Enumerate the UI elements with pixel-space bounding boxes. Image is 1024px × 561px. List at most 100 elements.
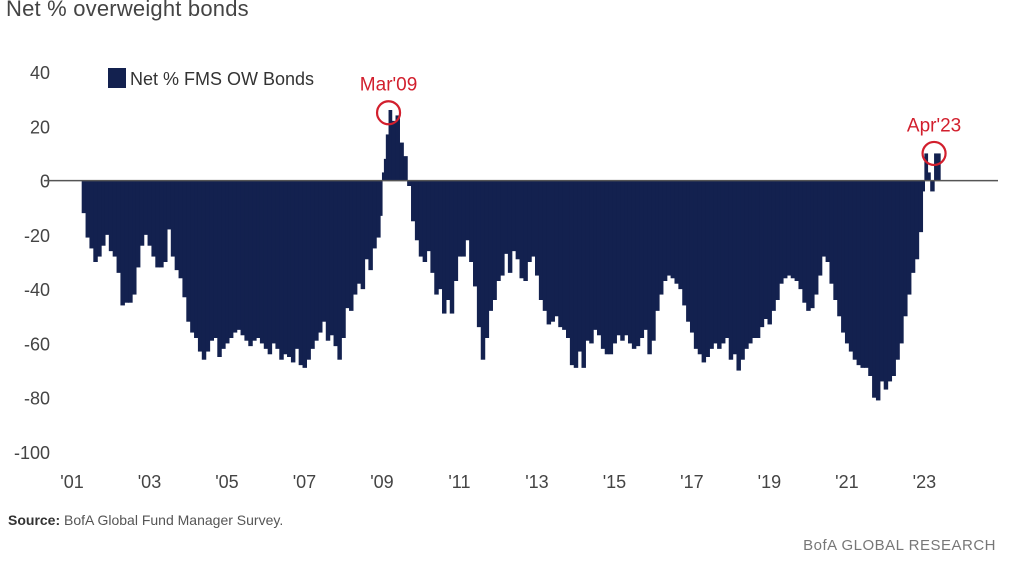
- bar: [391, 120, 397, 181]
- bar: [201, 180, 207, 360]
- bar: [89, 180, 94, 249]
- bar: [213, 180, 218, 338]
- annotations: Mar'09 Apr'23: [360, 75, 961, 167]
- bar: [186, 180, 191, 322]
- bar: [422, 180, 428, 262]
- annotation-circle: [921, 140, 947, 167]
- bar: [376, 180, 381, 238]
- bar: [535, 180, 540, 276]
- bar: [124, 180, 129, 303]
- y-tick-label: 0: [40, 172, 50, 192]
- bar: [143, 180, 149, 235]
- bar: [740, 180, 745, 360]
- bar: [523, 180, 528, 281]
- bar: [864, 180, 869, 368]
- bar: [333, 180, 338, 347]
- bar: [151, 180, 156, 257]
- bar: [329, 180, 335, 336]
- bar: [802, 180, 807, 303]
- bar: [182, 180, 187, 298]
- y-axis: 40 20 0 -20 -40 -60 -80 -100: [14, 63, 50, 463]
- bar: [593, 180, 598, 330]
- bar: [875, 180, 881, 401]
- bar: [647, 180, 652, 355]
- bar: [445, 180, 451, 300]
- bar: [294, 180, 300, 349]
- bar: [891, 180, 896, 376]
- bar: [511, 180, 517, 252]
- bar: [271, 180, 277, 344]
- bar: [883, 180, 889, 390]
- bar: [411, 180, 416, 222]
- bar: [287, 180, 292, 357]
- bar: [341, 180, 346, 338]
- x-axis: '01 '03 '05 '07 '09 '11 '13 '15 '17 '19 '21 '23: [60, 472, 936, 492]
- x-tick-label: '07: [293, 472, 316, 492]
- x-tick-label: '21: [835, 472, 858, 492]
- bar: [856, 180, 862, 366]
- bar: [612, 180, 617, 344]
- bar: [155, 180, 160, 268]
- bar: [290, 180, 296, 363]
- bar: [705, 180, 710, 357]
- source-text: BofA Global Fund Manager Survey.: [64, 512, 284, 528]
- bar: [589, 180, 594, 344]
- bar: [364, 180, 369, 260]
- bar: [434, 180, 439, 295]
- bar: [449, 180, 455, 314]
- x-tick-label: '09: [370, 472, 393, 492]
- bar: [631, 180, 637, 349]
- bar: [101, 180, 106, 246]
- x-tick-label: '17: [680, 472, 703, 492]
- bar: [924, 153, 929, 181]
- bar: [414, 180, 420, 241]
- bar: [244, 180, 249, 341]
- bar: [670, 180, 676, 279]
- bar: [709, 180, 714, 349]
- bar: [852, 180, 858, 360]
- bar: [263, 180, 269, 349]
- annotation-label: Apr'23: [907, 115, 961, 136]
- y-tick-label: -80: [24, 389, 50, 409]
- legend-label: Net % FMS OW Bonds: [130, 69, 314, 89]
- bar: [174, 180, 180, 271]
- bar: [658, 180, 664, 295]
- bar: [337, 180, 342, 360]
- bar: [298, 180, 304, 366]
- bar: [418, 180, 424, 257]
- bar: [496, 180, 501, 281]
- bar: [596, 180, 602, 336]
- x-tick-label: '11: [448, 472, 470, 492]
- brand-logo-text: BofA GLOBAL RESEARCH: [803, 537, 996, 554]
- bar: [399, 142, 404, 181]
- bar: [527, 180, 532, 262]
- bar: [627, 180, 633, 344]
- bar: [507, 180, 513, 273]
- bar: [515, 180, 521, 260]
- bar: [252, 180, 257, 341]
- bar: [848, 180, 854, 352]
- bar: [655, 180, 660, 311]
- bar: [903, 180, 908, 317]
- bar: [306, 180, 311, 360]
- bar: [817, 180, 823, 276]
- bar: [352, 180, 358, 295]
- bar: [480, 180, 486, 360]
- bar: [476, 180, 482, 328]
- bar: [879, 180, 885, 382]
- bar: [639, 180, 645, 338]
- bar: [368, 180, 373, 271]
- bar: [872, 180, 877, 398]
- bar: [407, 180, 412, 186]
- bar: [732, 180, 738, 355]
- bar: [395, 115, 400, 181]
- x-tick-label: '19: [758, 472, 781, 492]
- bar: [546, 180, 552, 325]
- bar: [120, 180, 125, 306]
- bar: [693, 180, 699, 349]
- bar: [689, 180, 695, 333]
- annotation-circle: [375, 100, 402, 126]
- bar: [887, 180, 893, 382]
- bar: [751, 180, 757, 338]
